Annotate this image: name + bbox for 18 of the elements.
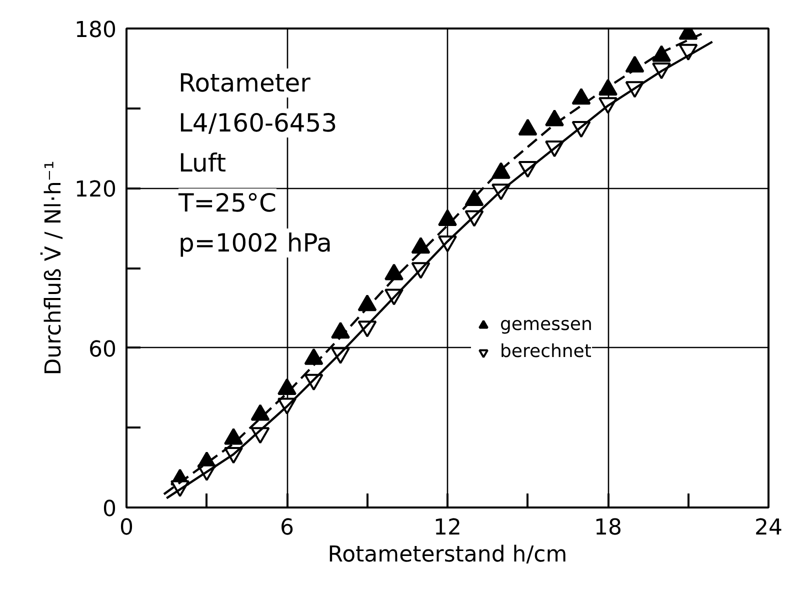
x-tick-label: 12	[434, 516, 462, 540]
annotation: Luft	[178, 148, 226, 178]
y-axis-title: Durchfluß V̇ / Nl·h⁻¹	[40, 160, 67, 376]
x-tick-label: 18	[594, 516, 622, 540]
y-tick-label: 180	[74, 18, 117, 43]
y-tick-label: 60	[88, 337, 117, 362]
x-axis-title: Rotameterstand h/cm	[328, 542, 568, 568]
x-tick-label: 6	[280, 516, 294, 540]
legend-label: berechnet	[500, 341, 592, 362]
x-tick-label: 24	[754, 516, 783, 540]
x-tick-label: 0	[120, 516, 134, 540]
y-tick-label: 120	[74, 178, 117, 203]
y-tick-label: 0	[102, 497, 117, 522]
annotation: T=25°C	[178, 188, 276, 218]
annotation: Rotameter	[178, 68, 312, 98]
annotation: L4/160-6453	[178, 108, 338, 138]
legend-label: gemessen	[500, 314, 592, 335]
annotation: p=1002 hPa	[178, 228, 332, 258]
